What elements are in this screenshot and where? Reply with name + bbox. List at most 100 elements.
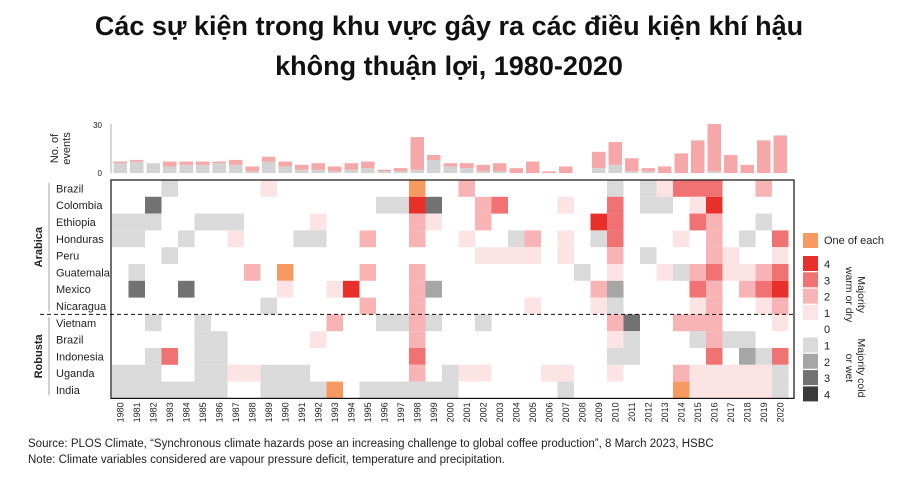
event-bar-warm — [691, 140, 705, 173]
heatmap-cell — [755, 364, 772, 382]
legend-level-label: 2 — [824, 357, 830, 369]
heatmap-cell — [145, 381, 162, 399]
legend-swatch-cold — [803, 370, 818, 386]
heatmap-cell — [590, 213, 607, 231]
event-bar-cold — [410, 169, 424, 173]
legend-level-label: 4 — [824, 389, 830, 401]
event-bar-cold — [427, 159, 441, 173]
heatmap-cell — [409, 364, 426, 382]
heatmap-cell — [277, 381, 294, 399]
year-tick-label: 2005 — [528, 402, 538, 422]
heatmap-cell — [277, 364, 294, 382]
heatmap-cell — [310, 331, 327, 348]
heatmap-cell — [178, 381, 195, 399]
event-bar-cold — [311, 169, 325, 173]
legend-swatch-warm — [803, 272, 818, 288]
heatmap-cell — [607, 348, 624, 365]
heatmap-cell — [145, 364, 162, 382]
heatmap-cell — [524, 230, 541, 248]
heatmap-cell — [706, 280, 723, 298]
event-bar-warm — [113, 161, 127, 164]
event-bar-warm — [328, 166, 342, 172]
heatmap-cell — [475, 213, 492, 231]
heatmap-cell — [739, 364, 756, 382]
heatmap-cell — [458, 364, 475, 382]
heatmap-cell — [475, 247, 492, 264]
event-bar-cold — [641, 171, 655, 173]
event-bar-warm — [526, 161, 540, 173]
event-bar-warm — [410, 137, 424, 170]
heatmap-cell — [425, 196, 442, 214]
row-label: Colombia — [56, 200, 103, 212]
heatmap-cell — [425, 381, 442, 399]
heatmap-cell — [508, 247, 525, 264]
heatmap-cell — [128, 230, 145, 248]
heatmap-cell — [706, 230, 723, 248]
heatmap-cell — [557, 247, 574, 264]
event-bar-cold — [212, 163, 226, 173]
heatmap-cell — [376, 381, 393, 399]
heatmap-cell — [607, 364, 624, 382]
heatmap-cell — [128, 213, 145, 231]
heatmap-cell — [739, 264, 756, 281]
heatmap-cell — [607, 247, 624, 264]
row-label: Honduras — [56, 234, 104, 246]
year-tick-label: 2008 — [577, 402, 587, 422]
legend-swatch-cold — [803, 337, 818, 353]
event-bar-cold — [361, 168, 375, 173]
heatmap-cell — [277, 280, 294, 298]
heatmap-cell — [475, 196, 492, 214]
row-label: Ethiopia — [56, 217, 97, 229]
heatmap-cell — [392, 196, 409, 214]
heatmap-cell — [755, 348, 772, 365]
event-bar-cold — [377, 171, 391, 173]
heatmap-cell — [557, 381, 574, 399]
year-tick-label: 1998 — [412, 402, 422, 422]
heatmap-cell — [689, 364, 706, 382]
event-bar-cold — [146, 163, 160, 173]
heatmap-cell — [227, 364, 244, 382]
heatmap-cell — [590, 280, 607, 298]
heatmap-cell — [409, 297, 426, 315]
year-tick-label: 1984 — [181, 402, 191, 422]
heatmap-cell — [673, 314, 690, 332]
heatmap-cell — [623, 314, 640, 332]
year-tick-label: 1988 — [247, 402, 257, 422]
legend-swatch-cold — [803, 353, 818, 369]
heatmap-cell — [392, 314, 409, 332]
heatmap-cell — [689, 297, 706, 315]
event-bar-warm — [542, 171, 556, 173]
heatmap-cell — [310, 213, 327, 231]
heatmap-cell — [211, 331, 228, 348]
event-bar-warm — [196, 161, 210, 165]
event-bar-warm — [130, 159, 144, 162]
year-tick-label: 2014 — [676, 402, 686, 422]
event-bar-warm — [245, 166, 259, 172]
heatmap-cell — [706, 264, 723, 281]
legend-swatch-warm — [803, 256, 818, 271]
year-tick-label: 2010 — [610, 402, 620, 422]
heatmap-cell — [706, 364, 723, 382]
legend-level-label: 0 — [824, 324, 830, 336]
heatmap-cell — [722, 381, 739, 399]
heatmap-cell — [475, 364, 492, 382]
heatmap-cell — [772, 348, 789, 365]
note-text: Note: Climate variables considered are v… — [28, 454, 505, 466]
heatmap-cell — [194, 213, 211, 231]
event-bar-warm — [295, 164, 309, 170]
heatmap-cell — [706, 381, 723, 399]
heatmap-cell — [194, 381, 211, 399]
heatmap-cell — [755, 264, 772, 281]
heatmap-cell — [524, 297, 541, 315]
heatmap-cell — [409, 196, 426, 214]
row-label: Brazil — [56, 335, 84, 347]
heatmap-cell — [112, 364, 129, 382]
row-label: Nicaragua — [56, 301, 107, 313]
heatmap-cell — [425, 314, 442, 332]
event-bar-warm — [394, 168, 408, 172]
heatmap-cell — [161, 247, 178, 264]
event-bar-warm — [278, 161, 292, 167]
event-bar-warm — [212, 161, 226, 164]
event-bar-cold — [625, 171, 639, 173]
